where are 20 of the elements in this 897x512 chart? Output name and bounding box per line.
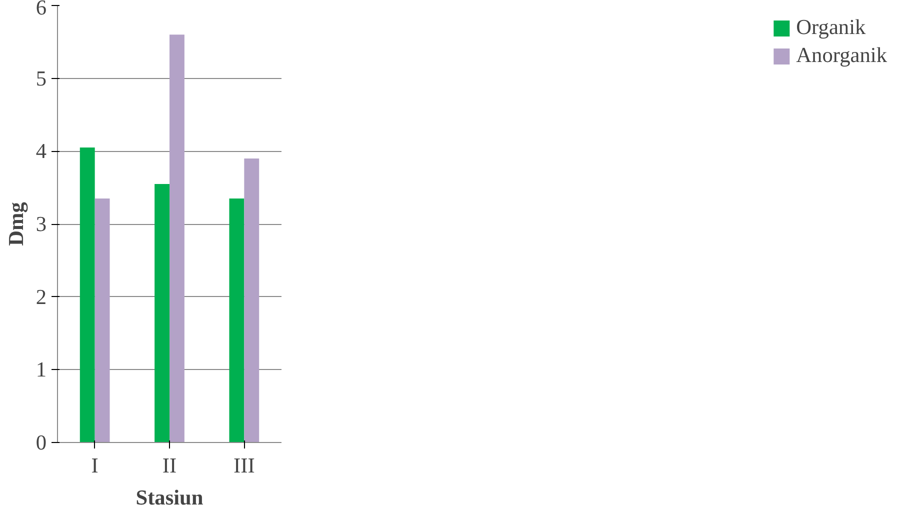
x-tick-label: II — [162, 454, 177, 478]
y-tick-label: 1 — [36, 358, 47, 382]
x-axis-title: Stasiun — [136, 486, 204, 510]
y-tick-label: 2 — [36, 284, 47, 309]
x-tick-label: I — [91, 454, 98, 478]
y-axis-title: Dmg — [4, 202, 28, 246]
bar — [170, 34, 184, 442]
legend-label: Anorganik — [796, 43, 887, 68]
bar — [80, 148, 95, 442]
y-tick-label: 4 — [36, 139, 47, 164]
y-tick-label: 5 — [36, 66, 47, 90]
x-tick-label: III — [234, 454, 255, 478]
legend-label: Organik — [796, 15, 866, 40]
y-tick-label: 3 — [36, 212, 47, 236]
bar — [229, 198, 244, 442]
bar — [94, 198, 110, 442]
y-tick-label: 0 — [36, 430, 47, 454]
bar — [154, 184, 170, 442]
bar — [244, 158, 260, 442]
y-tick-label: 6 — [36, 0, 47, 20]
